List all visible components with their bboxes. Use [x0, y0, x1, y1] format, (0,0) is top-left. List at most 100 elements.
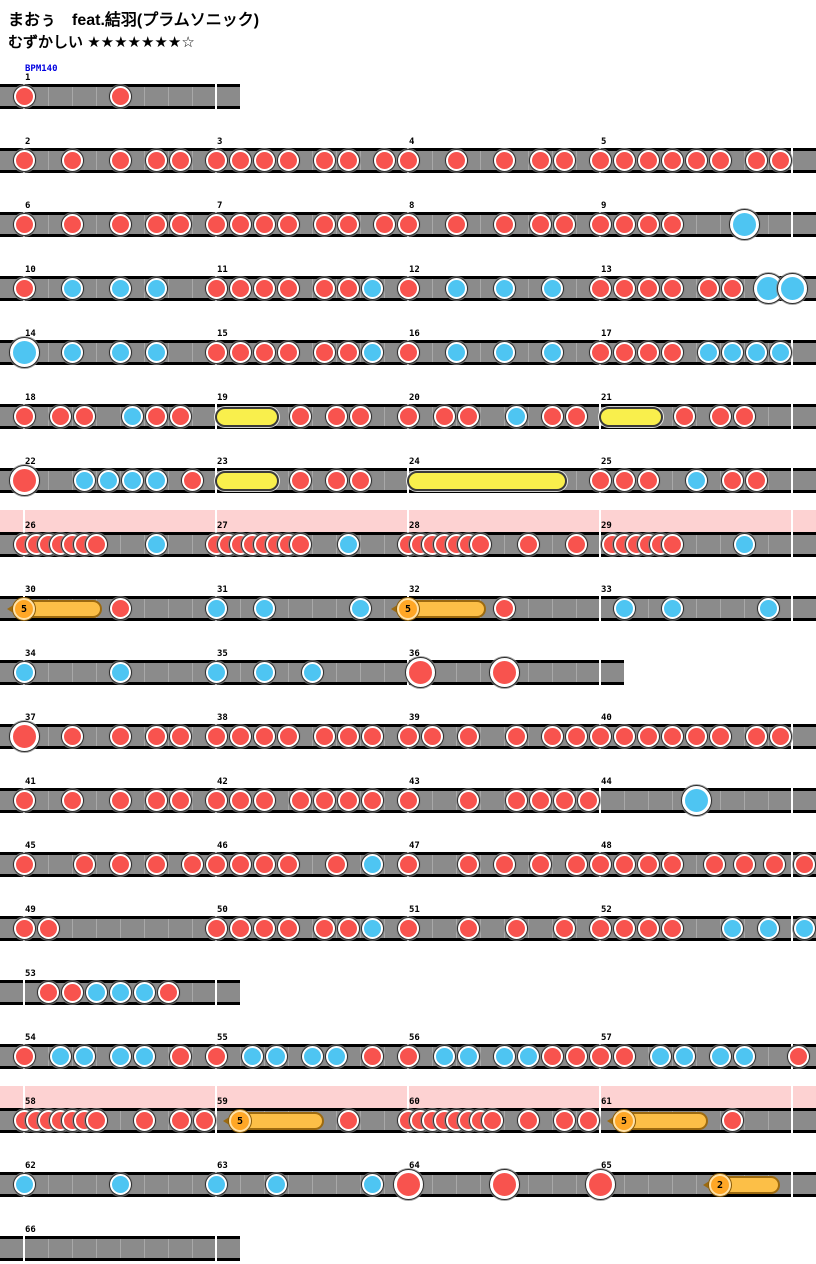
- measure-number: 46: [217, 841, 228, 851]
- drumroll-note: [215, 406, 279, 427]
- don-note: [193, 1110, 215, 1131]
- beat-divider: [168, 791, 169, 810]
- ka-note: [721, 918, 743, 939]
- beat-divider: [504, 407, 505, 426]
- beat-divider: [336, 727, 337, 746]
- beat-divider: [576, 919, 577, 938]
- beat-divider: [528, 855, 529, 874]
- beat-divider: [552, 535, 553, 554]
- balloon-tail: [24, 599, 102, 618]
- don-note: [553, 790, 575, 811]
- don-note: [169, 214, 191, 235]
- beat-divider: [312, 343, 313, 362]
- chart-row: 45 46 47 48: [0, 842, 816, 877]
- ka-note: [253, 598, 275, 619]
- beat-divider: [528, 791, 529, 810]
- measure-number: 54: [25, 1033, 36, 1043]
- don-note: [313, 790, 335, 811]
- don-note: [493, 150, 515, 171]
- don-note: [169, 150, 191, 171]
- ka-note: [361, 918, 383, 939]
- measure-barline: [791, 394, 793, 429]
- don-note: [145, 406, 167, 427]
- don-note: [613, 342, 635, 363]
- don-note: [13, 918, 35, 939]
- don-note: [685, 726, 707, 747]
- beat-divider: [384, 471, 385, 490]
- don-note: [289, 406, 311, 427]
- balloon-tail: [240, 1111, 324, 1130]
- beat-divider: [672, 1047, 673, 1066]
- don-note: [289, 470, 311, 491]
- don-note: [565, 534, 587, 555]
- don-note: [205, 342, 227, 363]
- ka-note: [649, 1046, 671, 1067]
- beat-divider: [768, 151, 769, 170]
- don-note: [529, 214, 551, 235]
- don-note: [613, 1046, 635, 1067]
- beat-divider: [720, 535, 721, 554]
- beat-divider: [192, 727, 193, 746]
- beat-divider: [504, 919, 505, 938]
- beat-divider: [528, 151, 529, 170]
- don-note: [229, 342, 251, 363]
- beat-divider: [48, 791, 49, 810]
- measure-number: 28: [409, 521, 420, 531]
- beat-divider: [696, 407, 697, 426]
- don-note: [145, 214, 167, 235]
- don-note: [229, 726, 251, 747]
- don-note: [553, 918, 575, 939]
- measure-barline: [23, 970, 25, 1005]
- measure-number: 21: [601, 393, 612, 403]
- measure-barline: [23, 57, 25, 109]
- don-note: [85, 1110, 107, 1131]
- beat-divider: [144, 1175, 145, 1194]
- beat-divider: [480, 919, 481, 938]
- measure-number: 52: [601, 905, 612, 915]
- don-note: [289, 534, 311, 555]
- ka-note: [205, 1174, 227, 1195]
- beat-divider: [144, 87, 145, 106]
- beat-divider: [480, 343, 481, 362]
- beat-divider: [168, 1175, 169, 1194]
- ka-note: [301, 1046, 323, 1067]
- don-note: [709, 150, 731, 171]
- don-note: [349, 470, 371, 491]
- beat-divider: [168, 215, 169, 234]
- beat-divider: [648, 1047, 649, 1066]
- don-note: [493, 854, 515, 875]
- beat-divider: [576, 599, 577, 618]
- measure-number: 26: [25, 521, 36, 531]
- measure-number: 45: [25, 841, 36, 851]
- beat-divider: [480, 407, 481, 426]
- measure-barline: [215, 1226, 217, 1261]
- ka-note: [793, 918, 815, 939]
- don-note: [229, 918, 251, 939]
- measure-number: 62: [25, 1161, 36, 1171]
- measure-number: 39: [409, 713, 420, 723]
- beat-divider: [168, 343, 169, 362]
- don-note: [205, 150, 227, 171]
- beat-divider: [552, 663, 553, 682]
- measure-barline: [23, 1086, 25, 1133]
- beat-divider: [312, 471, 313, 490]
- beat-divider: [192, 407, 193, 426]
- beat-divider: [480, 1047, 481, 1066]
- beat-divider: [432, 791, 433, 810]
- measure-number: 27: [217, 521, 228, 531]
- beat-divider: [696, 215, 697, 234]
- measure-barline: [791, 202, 793, 237]
- chart-row: 2 3 4 5: [0, 138, 816, 173]
- beat-divider: [48, 1175, 49, 1194]
- ka-note: [109, 662, 131, 683]
- don-note: [373, 214, 395, 235]
- beat-divider: [360, 663, 361, 682]
- don-note: [13, 854, 35, 875]
- beat-divider: [744, 599, 745, 618]
- don-note: [637, 470, 659, 491]
- measure-number: 5: [601, 137, 607, 147]
- measure-barline: [23, 1226, 25, 1261]
- beat-divider: [264, 1047, 265, 1066]
- don-note: [73, 854, 95, 875]
- beat-divider: [768, 471, 769, 490]
